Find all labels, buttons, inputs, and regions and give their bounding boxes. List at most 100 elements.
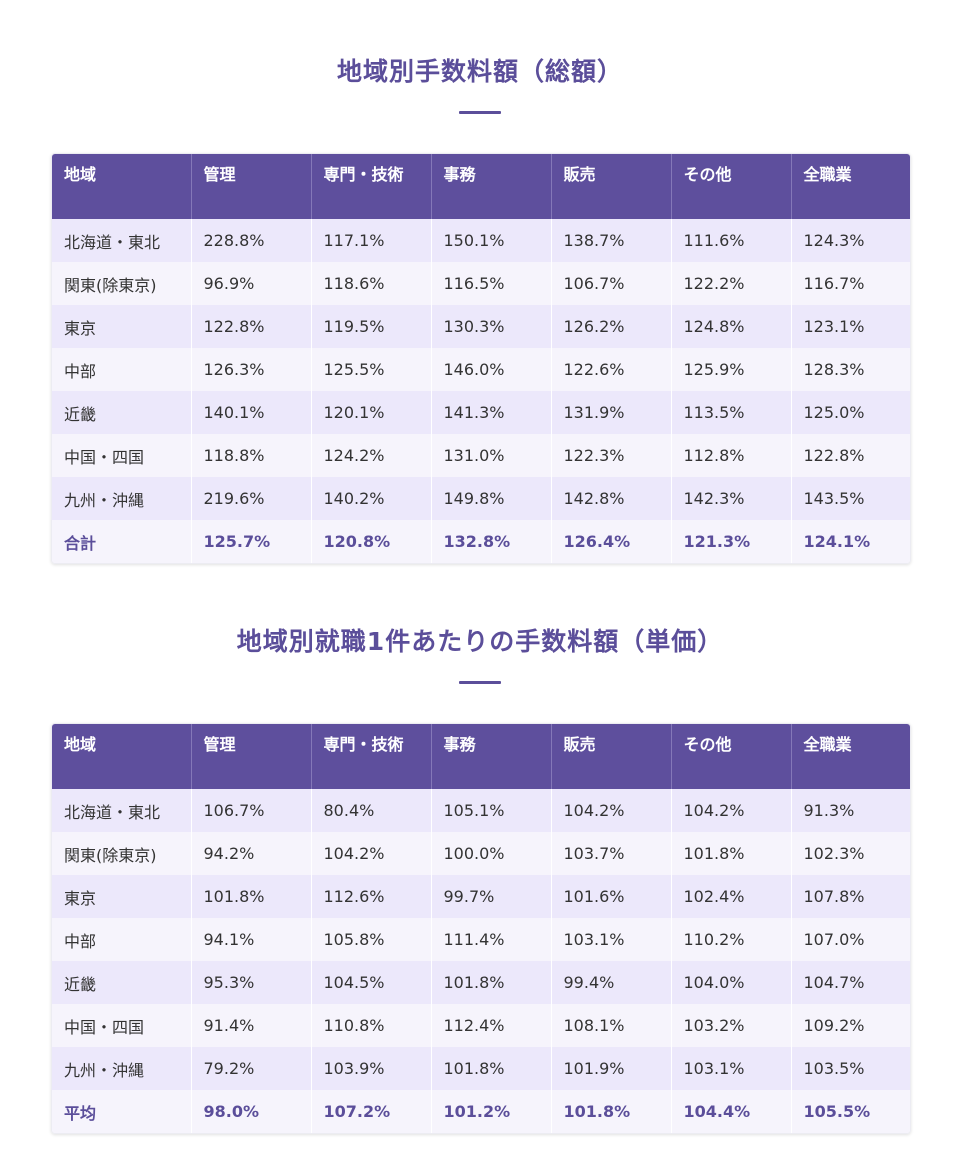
value-cell: 122.6% [551, 348, 672, 391]
region-cell: 北海道・東北 [52, 219, 192, 262]
value-cell: 142.3% [671, 477, 792, 520]
table-row: 中部 126.3% 125.5% 146.0% 122.6% 125.9% 128.3% [52, 348, 910, 391]
section-title: 地域別手数料額（総額） [336, 57, 623, 86]
value-cell: 101.8% [191, 875, 312, 918]
value-cell: 99.7% [431, 875, 552, 918]
region-cell: 九州・沖縄 [52, 1047, 192, 1090]
value-cell: 101.8% [431, 1047, 552, 1090]
table-row: 東京 101.8% 112.6% 99.7% 101.6% 102.4% 107.8% [52, 875, 910, 918]
value-cell: 94.2% [191, 832, 312, 875]
table-row: 近畿 95.3% 104.5% 101.8% 99.4% 104.0% 104.7% [52, 961, 910, 1004]
value-cell: 103.9% [311, 1047, 432, 1090]
region-cell: 中国・四国 [52, 434, 192, 477]
value-cell: 94.1% [191, 918, 312, 961]
table-container: 地域 管理 専門・技術 事務 販売 その他 全職業 北海道・東北 106.7% 80.4% 105… [51, 723, 911, 1134]
value-cell: 103.1% [671, 1047, 792, 1090]
value-cell: 126.3% [191, 348, 312, 391]
column-header: 全職業 [791, 154, 910, 219]
table-row: 九州・沖縄 219.6% 140.2% 149.8% 142.8% 142.3% 143.5… [52, 477, 910, 520]
column-header: その他 [671, 154, 792, 219]
value-cell: 122.8% [791, 434, 910, 477]
value-cell: 96.9% [191, 262, 312, 305]
region-cell: 中国・四国 [52, 1004, 192, 1047]
value-cell: 113.5% [671, 391, 792, 434]
value-cell: 106.7% [551, 262, 672, 305]
value-cell: 104.2% [551, 789, 672, 832]
value-cell: 112.8% [671, 434, 792, 477]
table-row: 北海道・東北 106.7% 80.4% 105.1% 104.2% 104.2% 91.3% [52, 789, 910, 832]
value-cell: 101.9% [551, 1047, 672, 1090]
summary-value-cell: 124.1% [791, 520, 910, 563]
region-cell: 中部 [52, 918, 192, 961]
summary-value-cell: 104.4% [671, 1090, 792, 1133]
value-cell: 109.2% [791, 1004, 910, 1047]
value-cell: 103.5% [791, 1047, 910, 1090]
summary-value-cell: 132.8% [431, 520, 552, 563]
table-row: 中部 94.1% 105.8% 111.4% 103.1% 110.2% 107.0% [52, 918, 910, 961]
value-cell: 219.6% [191, 477, 312, 520]
summary-value-cell: 105.5% [791, 1090, 910, 1133]
value-cell: 125.9% [671, 348, 792, 391]
value-cell: 108.1% [551, 1004, 672, 1047]
column-header: 販売 [551, 724, 672, 789]
value-cell: 105.1% [431, 789, 552, 832]
section-title: 地域別就職1件あたりの手数料額（単価） [236, 627, 724, 656]
region-cell: 近畿 [52, 391, 192, 434]
value-cell: 101.8% [431, 961, 552, 1004]
value-cell: 140.1% [191, 391, 312, 434]
table-row: 中国・四国 91.4% 110.8% 112.4% 108.1% 103.2% 109.2% [52, 1004, 910, 1047]
value-cell: 105.8% [311, 918, 432, 961]
summary-value-cell: 101.8% [551, 1090, 672, 1133]
value-cell: 116.5% [431, 262, 552, 305]
region-cell: 九州・沖縄 [52, 477, 192, 520]
column-header: 全職業 [791, 724, 910, 789]
value-cell: 91.3% [791, 789, 910, 832]
value-cell: 117.1% [311, 219, 432, 262]
value-cell: 123.1% [791, 305, 910, 348]
column-header: その他 [671, 724, 792, 789]
summary-value-cell: 125.7% [191, 520, 312, 563]
column-header: 専門・技術 [311, 154, 432, 219]
value-cell: 124.3% [791, 219, 910, 262]
value-cell: 104.7% [791, 961, 910, 1004]
region-cell: 中部 [52, 348, 192, 391]
value-cell: 124.2% [311, 434, 432, 477]
value-cell: 122.8% [191, 305, 312, 348]
value-cell: 104.2% [671, 789, 792, 832]
value-cell: 104.0% [671, 961, 792, 1004]
column-header: 専門・技術 [311, 724, 432, 789]
region-cell: 東京 [52, 305, 192, 348]
value-cell: 150.1% [431, 219, 552, 262]
value-cell: 120.1% [311, 391, 432, 434]
value-cell: 124.8% [671, 305, 792, 348]
column-header: 事務 [431, 154, 552, 219]
value-cell: 79.2% [191, 1047, 312, 1090]
value-cell: 118.6% [311, 262, 432, 305]
summary-value-cell: 101.2% [431, 1090, 552, 1133]
value-cell: 131.9% [551, 391, 672, 434]
column-header: 地域 [52, 154, 192, 219]
value-cell: 131.0% [431, 434, 552, 477]
summary-value-cell: 121.3% [671, 520, 792, 563]
title-underline [459, 111, 501, 114]
value-cell: 103.7% [551, 832, 672, 875]
table-container: 地域 管理 専門・技術 事務 販売 その他 全職業 北海道・東北 228.8% 117.1% 15… [51, 153, 911, 564]
summary-label-cell: 合計 [52, 520, 192, 563]
value-cell: 143.5% [791, 477, 910, 520]
value-cell: 126.2% [551, 305, 672, 348]
region-cell: 北海道・東北 [52, 789, 192, 832]
value-cell: 102.3% [791, 832, 910, 875]
value-cell: 103.1% [551, 918, 672, 961]
value-cell: 122.3% [551, 434, 672, 477]
column-header: 販売 [551, 154, 672, 219]
fees-total-table: 地域 管理 専門・技術 事務 販売 その他 全職業 北海道・東北 228.8% 117.1% 15… [52, 154, 910, 563]
summary-value-cell: 126.4% [551, 520, 672, 563]
value-cell: 112.6% [311, 875, 432, 918]
value-cell: 125.0% [791, 391, 910, 434]
table-header-row: 地域 管理 専門・技術 事務 販売 その他 全職業 [52, 724, 910, 789]
fees-unit-table: 地域 管理 専門・技術 事務 販売 その他 全職業 北海道・東北 106.7% 80.4% 105… [52, 724, 910, 1133]
value-cell: 110.2% [671, 918, 792, 961]
region-cell: 関東(除東京) [52, 262, 192, 305]
value-cell: 112.4% [431, 1004, 552, 1047]
value-cell: 106.7% [191, 789, 312, 832]
